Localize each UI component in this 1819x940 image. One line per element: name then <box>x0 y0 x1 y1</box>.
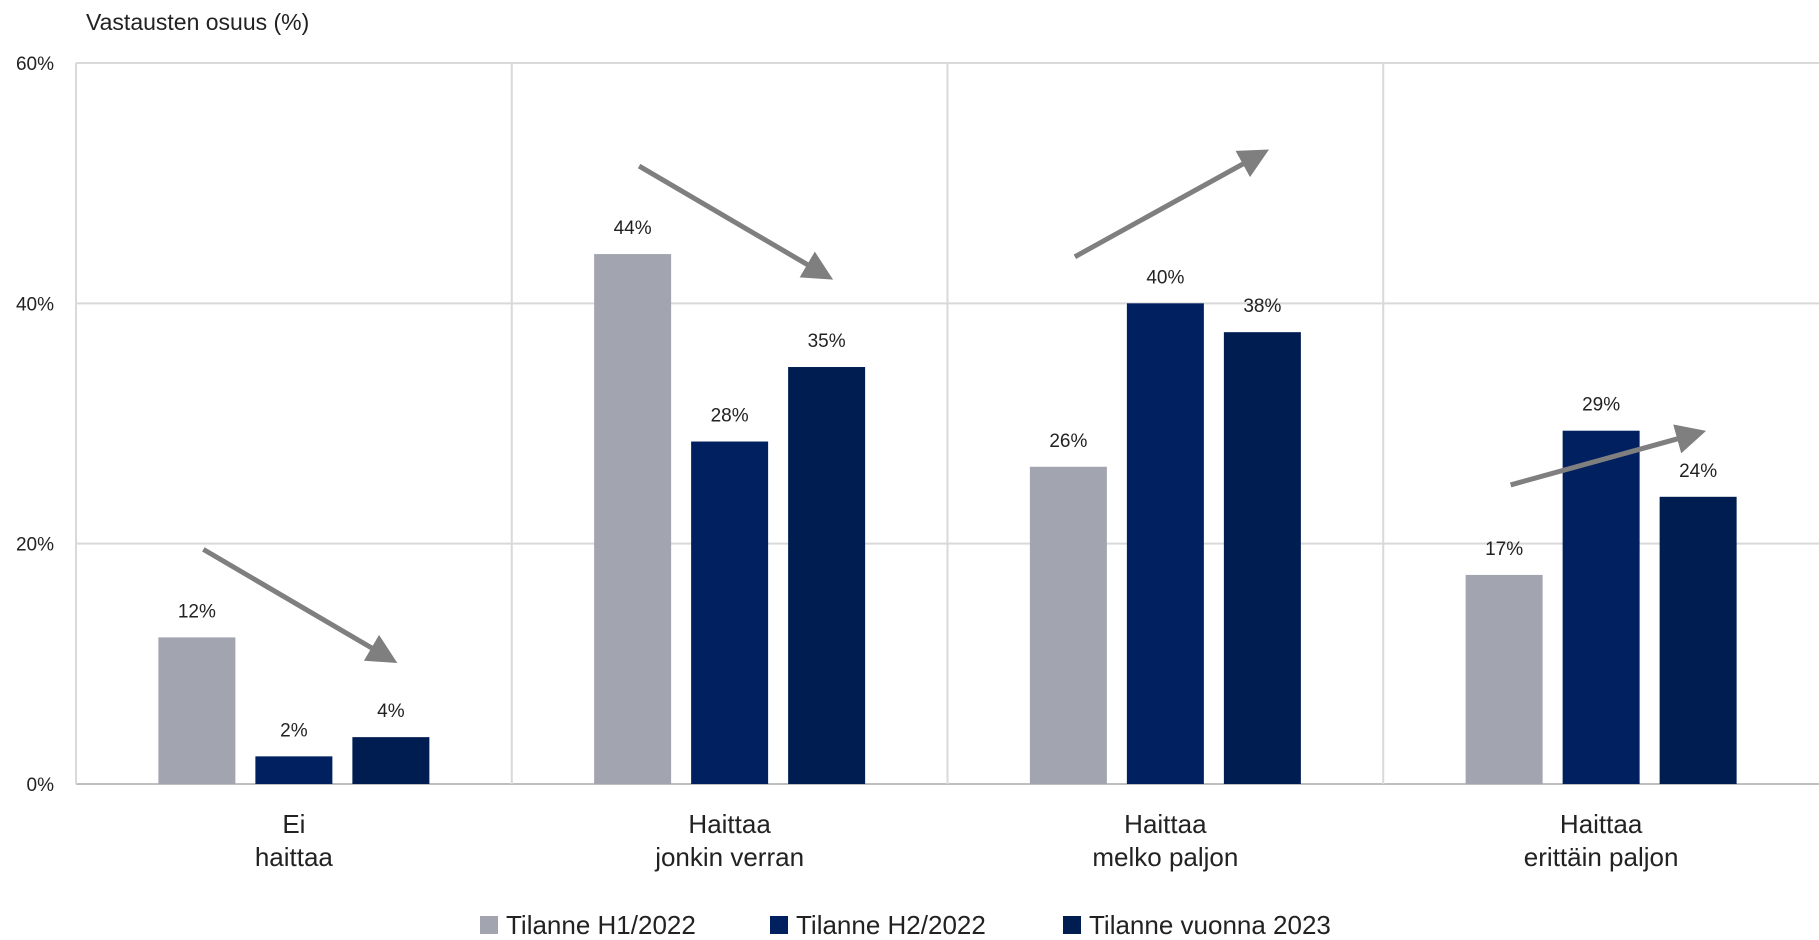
category-label: Haittaa melko paljon <box>1092 809 1238 872</box>
category-label-line: Ei <box>282 809 305 839</box>
y-axis-label: Vastausten osuus (%) <box>86 9 309 35</box>
category-label-line: melko paljon <box>1092 842 1238 872</box>
legend-swatch <box>770 916 788 934</box>
y-tick-label: 60% <box>16 54 54 75</box>
bar <box>691 441 769 784</box>
category-label-line: Haittaa <box>1124 809 1207 839</box>
legend-item-label: Tilanne H2/2022 <box>796 910 986 940</box>
category-label: Haittaa erittäin paljon <box>1524 809 1679 872</box>
data-label: 26% <box>1049 431 1087 452</box>
bar <box>788 367 866 784</box>
bar <box>1223 332 1301 784</box>
data-label: 2% <box>280 720 308 741</box>
data-label: 17% <box>1485 539 1523 560</box>
data-label: 29% <box>1582 395 1620 416</box>
trend-arrow-down <box>637 163 834 280</box>
category-label: Ei haittaa <box>255 809 334 872</box>
trend-arrow-up <box>1509 424 1707 488</box>
data-label: 4% <box>377 701 405 722</box>
bar <box>1562 430 1640 784</box>
y-tick-label: 40% <box>16 294 54 315</box>
bar <box>352 737 430 784</box>
category-label: Haittaa jonkin verran <box>654 809 804 872</box>
bar <box>1029 466 1107 784</box>
y-tick-label: 20% <box>16 535 54 556</box>
legend-swatch <box>1063 916 1081 934</box>
bar <box>1659 496 1737 784</box>
legend-item-label: Tilanne H1/2022 <box>506 910 696 940</box>
bar <box>1126 303 1204 784</box>
category-label-line: Haittaa <box>1560 809 1643 839</box>
data-label: 24% <box>1679 461 1717 482</box>
bar <box>594 254 672 784</box>
data-label: 44% <box>614 218 652 239</box>
bar <box>158 637 236 784</box>
data-label: 28% <box>711 406 749 427</box>
data-label: 12% <box>178 601 216 622</box>
bar <box>255 756 333 784</box>
trend-arrow-down <box>202 547 398 663</box>
data-label: 38% <box>1243 296 1281 317</box>
legend-swatch <box>480 916 498 934</box>
y-tick-label: 0% <box>27 775 55 796</box>
trend-arrow-up <box>1073 149 1270 259</box>
data-label: 35% <box>808 331 846 352</box>
legend-item-label: Tilanne vuonna 2023 <box>1089 910 1331 940</box>
category-label-line: haittaa <box>255 842 334 872</box>
category-label-line: Haittaa <box>688 809 771 839</box>
category-label-line: erittäin paljon <box>1524 842 1679 872</box>
data-label: 40% <box>1146 267 1184 288</box>
category-label-line: jonkin verran <box>654 842 804 872</box>
bar <box>1465 574 1543 784</box>
